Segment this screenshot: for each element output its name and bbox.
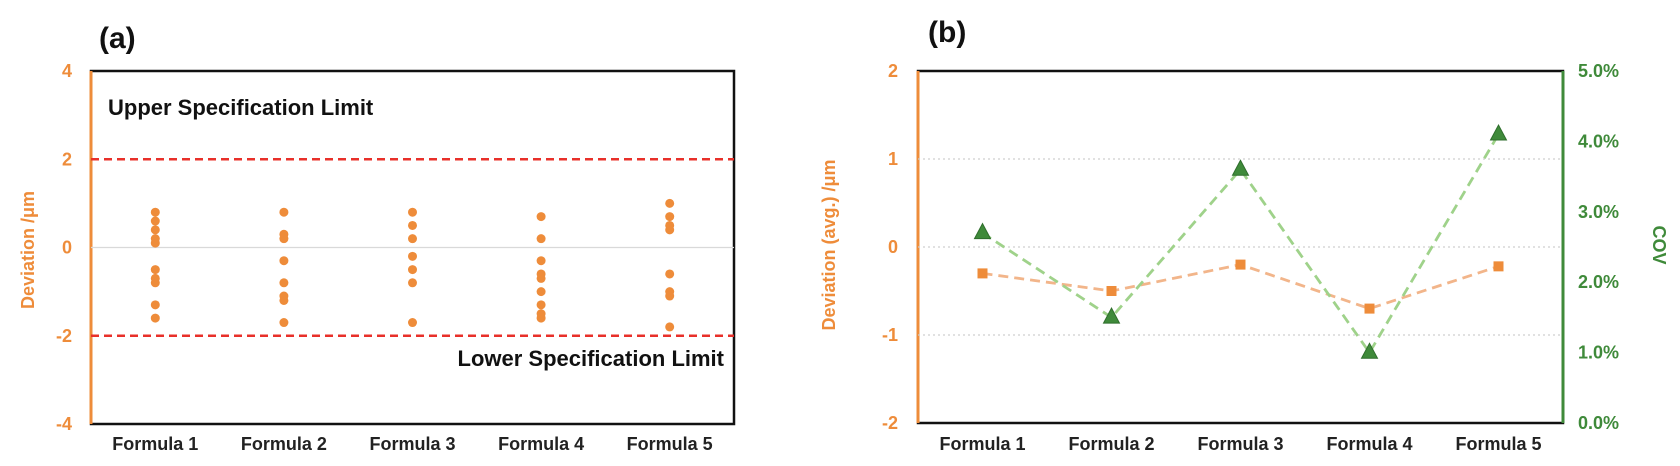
panel-a: (a) Deviation /μm Upper Specification Li… xyxy=(18,22,736,454)
data-point xyxy=(150,225,160,235)
y-tick-label: -2 xyxy=(882,413,898,433)
data-point xyxy=(665,291,675,301)
y2-tick-label: 3.0% xyxy=(1578,202,1619,222)
cov-marker xyxy=(1102,307,1121,324)
y2-tick-label: 5.0% xyxy=(1578,61,1619,81)
data-point xyxy=(150,265,160,275)
data-point xyxy=(665,198,675,208)
data-point xyxy=(536,300,546,310)
data-point xyxy=(408,318,417,328)
deviation-marker xyxy=(1106,286,1117,296)
data-point xyxy=(408,278,417,288)
data-point xyxy=(279,278,289,288)
panel-a-label: (a) xyxy=(99,22,136,55)
data-point xyxy=(536,234,546,244)
data-point xyxy=(665,322,675,332)
data-point xyxy=(279,207,289,217)
data-point xyxy=(150,313,160,323)
panel-b-y2label: COV xyxy=(1649,225,1669,264)
y2-tick-label: 4.0% xyxy=(1578,131,1619,151)
y-tick-label: 1 xyxy=(888,149,898,169)
data-point xyxy=(279,256,289,266)
data-point xyxy=(408,265,417,275)
panel-b: (b) Deviation (avg.) /μm COV -2 -1 0 1 2 0.0… xyxy=(819,16,1669,454)
data-point xyxy=(536,273,546,283)
x-tick-label: Formula 5 xyxy=(1455,434,1541,454)
data-point xyxy=(665,269,675,279)
y2-tick-label: 2.0% xyxy=(1578,272,1619,292)
deviation-marker xyxy=(977,268,988,279)
data-point xyxy=(536,287,546,297)
deviation-series-line xyxy=(982,263,1499,311)
x-tick-label: Formula 2 xyxy=(241,434,327,454)
data-point xyxy=(150,238,160,248)
data-point xyxy=(408,207,417,217)
y-tick-label: -2 xyxy=(56,326,72,346)
data-point xyxy=(665,212,675,222)
limit-label: Upper Specification Limit xyxy=(108,95,374,120)
deviation-marker xyxy=(1493,261,1504,272)
x-tick-label: Formula 3 xyxy=(369,434,455,454)
x-tick-label: Formula 4 xyxy=(498,434,584,454)
data-point xyxy=(536,212,546,222)
data-point xyxy=(408,234,417,244)
data-point xyxy=(536,256,546,266)
limit-label: Lower Specification Limit xyxy=(458,346,725,371)
x-tick-label: Formula 4 xyxy=(1326,434,1412,454)
deviation-marker xyxy=(1364,303,1375,314)
data-point xyxy=(279,318,289,328)
x-tick-label: Formula 3 xyxy=(1197,434,1283,454)
data-point xyxy=(408,251,417,261)
x-tick-label: Formula 1 xyxy=(939,434,1025,454)
y-tick-label: 2 xyxy=(62,149,72,169)
panel-b-label: (b) xyxy=(928,16,966,49)
data-point xyxy=(150,216,160,226)
y-tick-label: 4 xyxy=(62,61,72,81)
y-tick-label: 2 xyxy=(888,61,898,81)
data-point xyxy=(665,225,675,235)
deviation-marker xyxy=(1235,259,1246,270)
cov-series-line xyxy=(981,133,1500,356)
data-point xyxy=(150,300,160,310)
x-tick-label: Formula 1 xyxy=(112,434,198,454)
x-tick-label: Formula 5 xyxy=(627,434,713,454)
panel-b-ylabel: Deviation (avg.) /μm xyxy=(819,159,839,330)
cov-marker xyxy=(1231,159,1250,176)
data-point xyxy=(279,234,289,244)
cov-marker xyxy=(1489,123,1508,141)
cov-marker xyxy=(973,222,992,240)
y-tick-label: -4 xyxy=(56,414,72,434)
y2-tick-label: 0.0% xyxy=(1578,413,1619,433)
cov-marker xyxy=(1360,342,1379,359)
y2-tick-label: 1.0% xyxy=(1578,343,1619,363)
data-point xyxy=(279,295,289,305)
data-point xyxy=(408,220,417,230)
y-tick-label: 0 xyxy=(62,238,72,258)
data-point xyxy=(150,278,160,288)
x-tick-label: Formula 2 xyxy=(1068,434,1154,454)
y-tick-label: 0 xyxy=(888,237,898,257)
panel-a-ylabel: Deviation /μm xyxy=(18,191,38,309)
y-tick-label: -1 xyxy=(882,325,898,345)
data-point xyxy=(536,313,546,323)
data-point xyxy=(150,207,160,217)
